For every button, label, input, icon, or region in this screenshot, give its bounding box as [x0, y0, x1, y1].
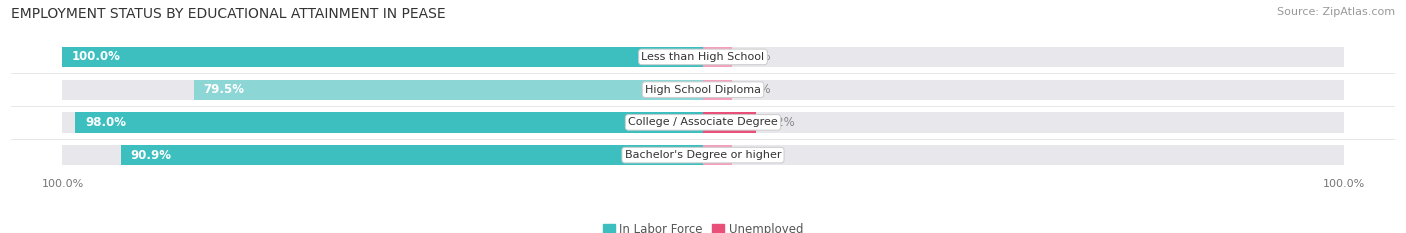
Text: 98.0%: 98.0%	[84, 116, 127, 129]
Text: 8.2%: 8.2%	[765, 116, 794, 129]
Text: 0.0%: 0.0%	[741, 83, 770, 96]
Bar	[703, 47, 1344, 67]
Text: 90.9%: 90.9%	[131, 149, 172, 162]
Text: 100.0%: 100.0%	[72, 50, 121, 63]
Bar	[703, 79, 1344, 100]
Bar	[121, 145, 703, 165]
Text: College / Associate Degree: College / Associate Degree	[628, 117, 778, 127]
Text: Bachelor's Degree or higher: Bachelor's Degree or higher	[624, 150, 782, 160]
Bar	[62, 47, 703, 67]
Bar	[703, 145, 731, 165]
Bar	[62, 79, 703, 100]
Text: 0.0%: 0.0%	[741, 149, 770, 162]
Text: EMPLOYMENT STATUS BY EDUCATIONAL ATTAINMENT IN PEASE: EMPLOYMENT STATUS BY EDUCATIONAL ATTAINM…	[11, 7, 446, 21]
Bar	[62, 112, 703, 133]
Text: High School Diploma: High School Diploma	[645, 85, 761, 95]
Bar	[76, 112, 703, 133]
Text: Less than High School: Less than High School	[641, 52, 765, 62]
Bar	[62, 145, 703, 165]
Bar	[703, 79, 731, 100]
Text: 79.5%: 79.5%	[204, 83, 245, 96]
Bar	[703, 112, 755, 133]
Bar	[62, 47, 703, 67]
Bar	[703, 145, 1344, 165]
Text: 0.0%: 0.0%	[741, 50, 770, 63]
Bar	[703, 112, 1344, 133]
Bar	[194, 79, 703, 100]
Legend: In Labor Force, Unemployed: In Labor Force, Unemployed	[598, 218, 808, 233]
Text: Source: ZipAtlas.com: Source: ZipAtlas.com	[1277, 7, 1395, 17]
Bar	[703, 47, 731, 67]
